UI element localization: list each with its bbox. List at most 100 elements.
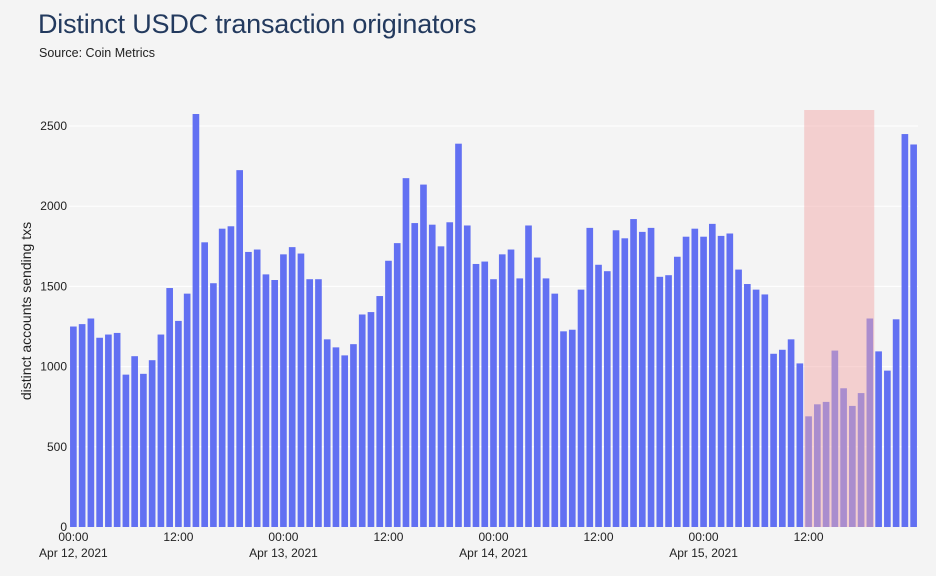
bar — [542, 278, 550, 527]
bar — [682, 236, 690, 527]
bar — [901, 134, 909, 527]
bar — [288, 247, 296, 527]
bar — [70, 326, 77, 527]
bar — [113, 332, 121, 527]
bar — [779, 349, 786, 527]
bar — [525, 225, 532, 528]
y-tick-label: 2500 — [40, 119, 67, 133]
chart-title: Distinct USDC transaction originators — [38, 9, 477, 39]
bar — [481, 261, 489, 527]
x-tick-date-label: Apr 12, 2021 — [39, 546, 108, 560]
bar — [245, 251, 252, 527]
bar — [218, 228, 226, 527]
bar — [140, 373, 147, 527]
bar — [87, 318, 95, 527]
chart-subtitle: Source: Coin Metrics — [39, 46, 156, 60]
bar — [875, 351, 882, 527]
bar — [787, 339, 795, 527]
x-tick-label: 12:00 — [373, 530, 403, 544]
y-tick-label: 2000 — [40, 199, 67, 213]
bar — [175, 320, 182, 527]
bar — [630, 219, 637, 527]
bar — [761, 294, 769, 527]
x-axis-ticks: 00:00 Apr 12, 2021 12:00 00:00 Apr 13, 2021 1… — [39, 530, 824, 560]
bar — [884, 370, 891, 528]
bar — [638, 231, 646, 527]
bar — [796, 363, 804, 527]
bar — [253, 249, 261, 527]
bar — [192, 114, 200, 527]
bar — [498, 254, 506, 527]
bar — [262, 274, 270, 527]
bar — [393, 243, 401, 527]
y-tick-label: 1000 — [40, 360, 67, 374]
bar — [910, 144, 917, 528]
bar — [376, 296, 384, 527]
highlight-region — [804, 110, 875, 527]
bar — [463, 225, 471, 528]
x-tick-label: 12:00 — [584, 530, 614, 544]
bar — [148, 360, 156, 527]
bar — [533, 257, 541, 527]
bar — [735, 269, 742, 527]
y-tick-label: 500 — [47, 440, 67, 454]
highlight-rect — [804, 110, 875, 527]
bar — [446, 222, 454, 527]
bar — [297, 253, 305, 528]
x-tick-date-label: Apr 14, 2021 — [459, 546, 528, 560]
bar — [131, 356, 138, 527]
bar — [700, 236, 707, 527]
bar — [437, 246, 445, 527]
x-tick-label: 00:00 — [58, 530, 88, 544]
bar — [726, 233, 734, 527]
bar — [420, 184, 427, 527]
bar — [210, 283, 217, 527]
bar — [350, 344, 357, 527]
y-axis-title: distinct accounts sending txs — [18, 222, 34, 400]
y-tick-label: 1500 — [40, 279, 67, 293]
bar — [332, 347, 340, 527]
bar — [271, 280, 279, 527]
bar — [744, 284, 751, 527]
bar — [691, 228, 699, 527]
bar — [323, 339, 331, 527]
bar — [717, 235, 725, 527]
bar — [157, 334, 165, 527]
bar — [306, 279, 314, 527]
x-tick-date-label: Apr 13, 2021 — [249, 546, 318, 560]
bar — [227, 226, 235, 527]
bar — [78, 324, 86, 527]
bar — [568, 329, 576, 527]
bar — [752, 289, 760, 527]
bar — [516, 278, 524, 527]
bar — [166, 288, 173, 527]
bar — [402, 178, 410, 527]
bar — [507, 249, 515, 527]
bar — [280, 254, 287, 527]
bar — [411, 223, 419, 527]
bar — [647, 227, 655, 527]
bar — [341, 355, 349, 527]
bar — [603, 271, 611, 527]
bar — [595, 264, 602, 527]
x-tick-label: 00:00 — [689, 530, 719, 544]
y-axis-ticks: 0 500 1000 1500 2000 2500 — [40, 119, 67, 534]
bars — [70, 114, 917, 528]
bar — [367, 312, 375, 527]
bar — [560, 331, 567, 527]
x-tick-label: 12:00 — [794, 530, 824, 544]
bar — [551, 293, 559, 527]
bar — [665, 275, 672, 527]
bar — [673, 256, 681, 527]
bar — [428, 224, 436, 527]
bar — [656, 276, 664, 527]
bar — [105, 334, 112, 527]
bar — [892, 319, 900, 527]
x-tick-date-label: Apr 15, 2021 — [669, 546, 738, 560]
bar — [472, 263, 480, 527]
bar — [586, 227, 594, 527]
bar — [236, 170, 243, 527]
bar — [385, 260, 392, 527]
bar — [577, 289, 585, 527]
